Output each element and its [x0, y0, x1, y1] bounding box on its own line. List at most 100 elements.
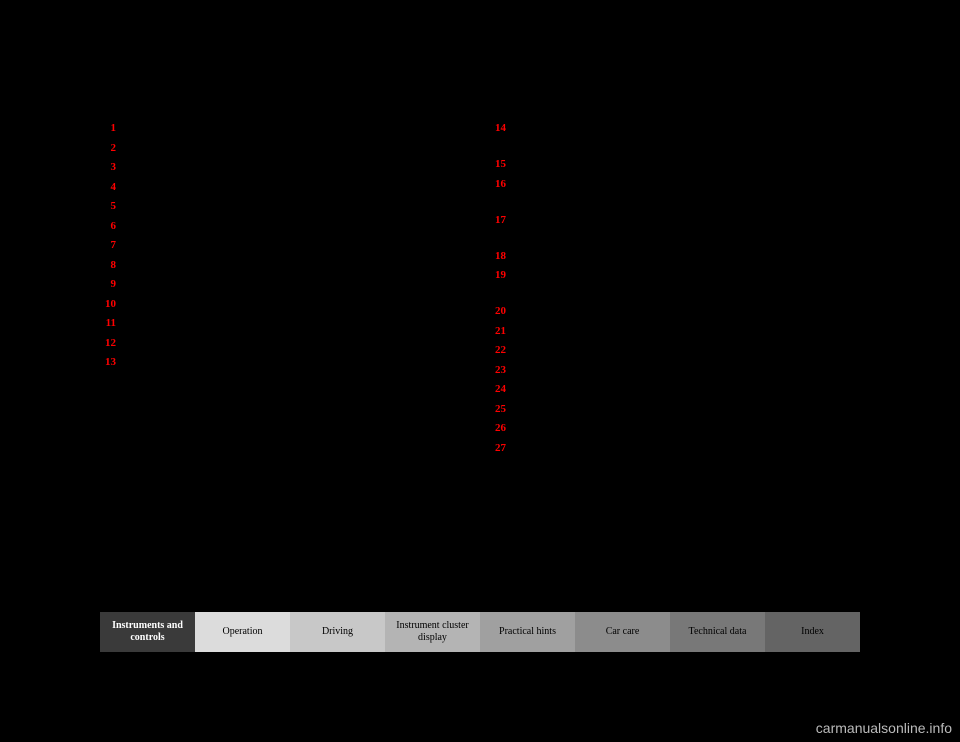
item-number: 23: [490, 362, 512, 379]
item-label: Automatic climate control: [512, 323, 830, 340]
index-item: 10Tow-away alarm switch, trunk lid emerg…: [100, 296, 470, 313]
item-label: Automatic central locking switch, red tr…: [122, 335, 440, 352]
item-page: 241: [830, 420, 860, 437]
item-number: 20: [490, 303, 512, 320]
item-label: Multifunction steering wheel: [122, 140, 440, 157]
index-item: 24Glove box release211: [490, 381, 860, 398]
item-label: Headlamp washer switch: [122, 276, 440, 293]
item-page: 103: [440, 237, 470, 254]
watermark-text: carmanualsonline.info: [816, 720, 952, 736]
item-number: 9: [100, 276, 122, 293]
item-label: Center console pushbuttons for Distronic…: [512, 267, 830, 284]
item-number: 21: [490, 323, 512, 340]
item-page: 237: [440, 198, 470, 215]
index-item: 15Hazard warning flasher switch150: [490, 156, 860, 173]
item-page: 285: [440, 315, 470, 332]
item-number: 26: [490, 420, 512, 437]
item-label: Exterior lamp switch: [512, 440, 830, 457]
item-number: 27: [490, 440, 512, 457]
item-page: 40, 38: [440, 335, 470, 352]
item-number: 7: [100, 237, 122, 254]
item-number: 6: [100, 218, 122, 235]
item-number: 3: [100, 159, 122, 176]
item-page: 52, 56: [830, 248, 860, 265]
item-label: Tow-away alarm switch, trunk lid emergen…: [122, 296, 440, 313]
item-label: Glove box lock: [512, 362, 830, 379]
item-label: Electronic stability program (ESP) contr…: [122, 315, 440, 332]
item-label: Combination switch: [122, 159, 440, 176]
item-page: 288, 57: [440, 354, 470, 387]
index-item: 3Combination switch145: [100, 159, 470, 176]
nav-tab[interactable]: Index: [765, 612, 860, 652]
item-number: 16: [490, 176, 512, 193]
index-item: 6Steering wheel adjustment stalk101: [100, 218, 470, 235]
item-number: 5: [100, 198, 122, 215]
content-columns: 1Cruise control switch2752Multifunction …: [100, 120, 860, 459]
item-page: 275: [440, 120, 470, 137]
index-item: 16Heated windshield switch. Seat ventila…: [490, 176, 860, 209]
index-item: 9Headlamp washer switch148: [100, 276, 470, 293]
item-page: 154: [830, 323, 860, 340]
index-item: 14Heated windshield switch. Seat ventila…: [490, 120, 860, 153]
item-number: 19: [490, 267, 512, 284]
item-label: Cruise control switch: [122, 120, 440, 137]
nav-tab[interactable]: Driving: [290, 612, 385, 652]
index-item: 23Glove box lock211: [490, 362, 860, 379]
index-item: 12Automatic central locking switch, red …: [100, 335, 470, 352]
item-page: 171: [830, 342, 860, 359]
item-number: 24: [490, 381, 512, 398]
index-item: 1Cruise control switch275: [100, 120, 470, 137]
item-label: Parking brake release: [512, 420, 830, 437]
index-item: 22Audio system171: [490, 342, 860, 359]
item-label: Hazard warning flasher switch: [512, 156, 830, 173]
index-item: 20PSM switch for front passenger seat55: [490, 303, 860, 320]
index-item: 5Starter switch237: [100, 198, 470, 215]
index-item: 25Parking brake pedal241: [490, 401, 860, 418]
nav-tab[interactable]: Instrument cluster display: [385, 612, 480, 652]
index-item: 19Center console pushbuttons for Distron…: [490, 267, 860, 300]
item-page: 344: [440, 257, 470, 274]
item-page: 148: [440, 276, 470, 293]
nav-tab[interactable]: Instruments and controls: [100, 612, 195, 652]
index-item: 26Parking brake release241: [490, 420, 860, 437]
index-item: 18Right front seat, rear seat adjustment…: [490, 248, 860, 265]
item-page: 145: [440, 159, 470, 176]
item-number: 10: [100, 296, 122, 313]
index-item: 7Instrument cluster103: [100, 237, 470, 254]
item-label: Parking brake pedal: [512, 401, 830, 418]
manual-page: 21 1Cruise control switch2752Multifuncti…: [0, 0, 960, 742]
item-label: Active body control (ABC) switch. Seat h…: [122, 354, 440, 371]
nav-tab[interactable]: Practical hints: [480, 612, 575, 652]
index-item: 4Voice recognition system switch: [100, 179, 470, 196]
item-page: 50, 38: [440, 296, 470, 313]
index-item: 11Electronic stability program (ESP) con…: [100, 315, 470, 332]
item-number: 15: [490, 156, 512, 173]
item-page: 105: [440, 140, 470, 157]
item-number: 18: [490, 248, 512, 265]
nav-tab[interactable]: Technical data: [670, 612, 765, 652]
item-label: Instrument cluster: [122, 237, 440, 254]
item-number: 22: [490, 342, 512, 359]
nav-tabs: Instruments and controlsOperationDriving…: [100, 612, 860, 652]
nav-tab[interactable]: Operation: [195, 612, 290, 652]
item-page: 266, 273: [830, 267, 860, 300]
index-item: 8Hood lock release344: [100, 257, 470, 274]
item-label: PSM switch for front passenger seat: [512, 303, 830, 320]
item-number: 14: [490, 120, 512, 137]
item-number: 11: [100, 315, 122, 332]
item-page: 140: [830, 440, 860, 457]
item-label: Steering wheel adjustment stalk: [122, 218, 440, 235]
item-number: 17: [490, 212, 512, 229]
item-page: 55: [830, 303, 860, 320]
right-column: 14Heated windshield switch. Seat ventila…: [490, 120, 860, 459]
section-title: Instruments and controls: [130, 592, 259, 607]
nav-tab[interactable]: Car care: [575, 612, 670, 652]
item-label: Heated windshield switch. Seat ventilati…: [512, 120, 830, 137]
index-item: 21Automatic climate control154: [490, 323, 860, 340]
item-label: Voice recognition system switch: [122, 179, 440, 196]
item-label: Hood lock release: [122, 257, 440, 274]
item-label: Heated windshield switch. Seat ventilati…: [512, 176, 830, 193]
item-label: Glove box release: [512, 381, 830, 398]
item-page: 288, 57: [830, 212, 860, 245]
item-page: 176, 58: [830, 120, 860, 153]
